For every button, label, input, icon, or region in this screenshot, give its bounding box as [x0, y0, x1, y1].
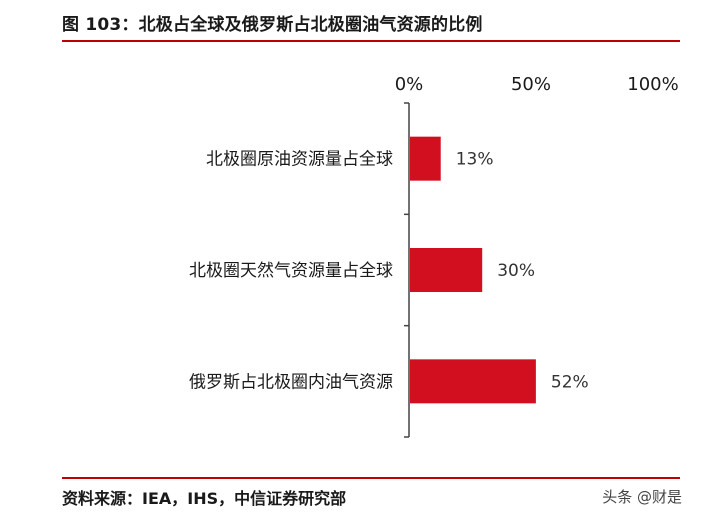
x-tick-label: 100%: [627, 74, 678, 95]
x-tick-label: 50%: [511, 74, 551, 95]
x-tick-label: 0%: [395, 74, 424, 95]
bar: [410, 136, 441, 181]
footer-rule: [62, 477, 680, 479]
category-label: 北极圈原油资源量占全球: [206, 150, 393, 170]
source-note: 资料来源：IEA，IHS，中信证券研究部: [62, 489, 347, 508]
watermark: 头条 @财是: [602, 488, 682, 506]
data-label: 52%: [551, 372, 589, 392]
data-label: 30%: [497, 261, 535, 281]
bar: [410, 248, 483, 292]
title-rule: [62, 40, 680, 42]
data-label: 13%: [456, 150, 494, 170]
category-label: 俄罗斯占北极圈内油气资源: [189, 372, 393, 392]
bar: [410, 359, 536, 404]
figure-title: 图 103：北极占全球及俄罗斯占北极圈油气资源的比例: [62, 15, 483, 35]
category-label: 北极圈天然气资源量占全球: [189, 261, 393, 281]
